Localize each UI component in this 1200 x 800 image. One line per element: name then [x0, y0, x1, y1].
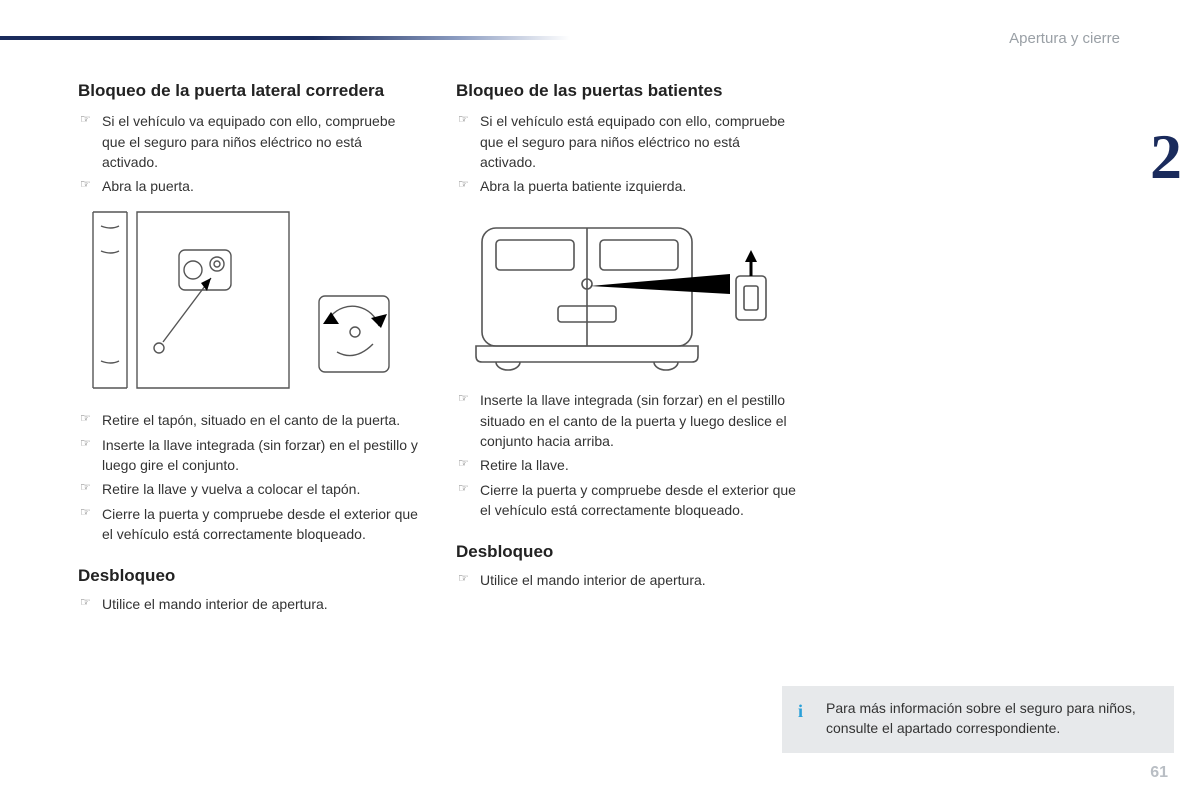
content-area: Bloqueo de la puerta lateral corredera S… — [78, 80, 798, 619]
subsection-list-left: Utilice el mando interior de apertura. — [78, 594, 420, 614]
subsection-list-right: Utilice el mando interior de apertura. — [456, 570, 798, 590]
page-number: 61 — [1150, 764, 1168, 782]
intro-list-left: Si el vehículo va equipado con ello, com… — [78, 111, 420, 196]
list-item: Retire el tapón, situado en el canto de … — [78, 410, 420, 430]
header-rule — [0, 36, 570, 40]
info-text: Para más información sobre el seguro par… — [826, 700, 1136, 736]
section-title-batientes: Bloqueo de las puertas batientes — [456, 80, 798, 101]
info-icon: i — [798, 698, 814, 724]
list-item: Utilice el mando interior de apertura. — [456, 570, 798, 590]
section-title-lateral: Bloqueo de la puerta lateral corredera — [78, 80, 420, 101]
list-item: Cierre la puerta y compruebe desde el ex… — [456, 480, 798, 521]
breadcrumb: Apertura y cierre — [1009, 30, 1120, 47]
list-item: Retire la llave y vuelva a colocar el ta… — [78, 479, 420, 499]
list-item: Cierre la puerta y compruebe desde el ex… — [78, 504, 420, 545]
after-list-right: Inserte la llave integrada (sin forzar) … — [456, 390, 798, 520]
figure-rear-doors — [456, 206, 798, 376]
list-item: Retire la llave. — [456, 455, 798, 475]
list-item: Si el vehículo está equipado con ello, c… — [456, 111, 798, 172]
chapter-number: 2 — [1150, 120, 1182, 194]
list-item: Inserte la llave integrada (sin forzar) … — [78, 435, 420, 476]
list-item: Abra la puerta batiente izquierda. — [456, 176, 798, 196]
figure-lateral-door — [78, 206, 420, 396]
van-rear-illustration — [462, 206, 792, 376]
list-item: Abra la puerta. — [78, 176, 420, 196]
subsection-title-unlock-left: Desbloqueo — [78, 566, 420, 586]
callout-wedge-icon — [590, 274, 730, 294]
info-box: i Para más información sobre el seguro p… — [782, 686, 1174, 753]
column-right: Bloqueo de las puertas batientes Si el v… — [456, 80, 798, 619]
list-item: Inserte la llave integrada (sin forzar) … — [456, 390, 798, 451]
subsection-title-unlock-right: Desbloqueo — [456, 542, 798, 562]
column-left: Bloqueo de la puerta lateral corredera S… — [78, 80, 420, 619]
door-latch-illustration — [89, 206, 409, 396]
list-item: Si el vehículo va equipado con ello, com… — [78, 111, 420, 172]
arrow-icon — [323, 312, 339, 324]
arrow-up-icon — [745, 250, 757, 262]
after-list-left: Retire el tapón, situado en el canto de … — [78, 410, 420, 544]
intro-list-right: Si el vehículo está equipado con ello, c… — [456, 111, 798, 196]
list-item: Utilice el mando interior de apertura. — [78, 594, 420, 614]
